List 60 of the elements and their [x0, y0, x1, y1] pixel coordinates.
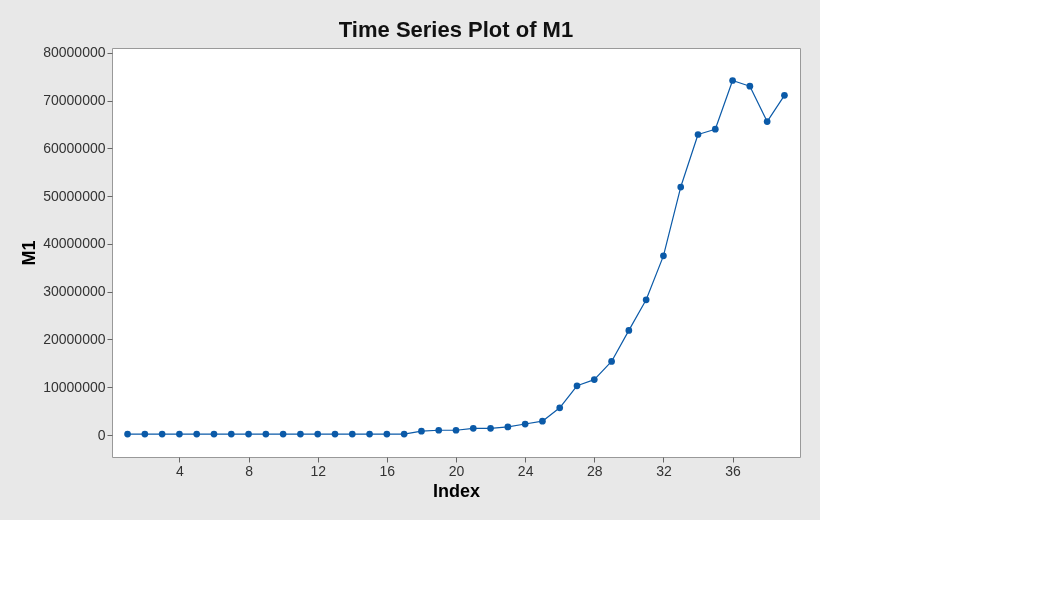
- x-tick-label: 36: [725, 462, 742, 479]
- point: [539, 417, 546, 425]
- point: [694, 131, 702, 138]
- point: [141, 430, 149, 438]
- x-tick-label: 24: [517, 462, 534, 479]
- point: [642, 296, 650, 304]
- point: [435, 426, 443, 434]
- point: [660, 252, 667, 260]
- y-tick-label: 70000000: [43, 92, 106, 109]
- point: [279, 430, 287, 438]
- point: [348, 430, 356, 438]
- point: [331, 430, 339, 438]
- x-tick-label: 28: [587, 462, 603, 479]
- y-tick-label: 10000000: [43, 378, 106, 395]
- point: [746, 82, 754, 90]
- x-tick-label: 16: [379, 462, 396, 479]
- point: [400, 430, 408, 438]
- point: [608, 358, 615, 365]
- point: [262, 430, 270, 438]
- point: [504, 423, 512, 431]
- point: [521, 420, 529, 428]
- x-tick-label: 20: [448, 462, 465, 479]
- point: [383, 430, 391, 438]
- x-tick-label: 8: [245, 462, 254, 479]
- point: [677, 183, 685, 191]
- x-tick-label: 32: [656, 462, 672, 479]
- point: [366, 430, 373, 438]
- point: [487, 424, 494, 432]
- point: [590, 376, 598, 383]
- x-tick-label: 4: [176, 462, 185, 479]
- point: [297, 430, 304, 438]
- point: [763, 118, 771, 125]
- chart-title: Time Series Plot of M1: [338, 16, 574, 42]
- point: [158, 430, 166, 438]
- point: [781, 91, 788, 99]
- y-tick-label: 30000000: [43, 283, 106, 300]
- point: [314, 430, 322, 438]
- point: [193, 430, 201, 438]
- point: [452, 426, 460, 434]
- y-tick-label: 40000000: [43, 235, 106, 252]
- y-tick-label: 0: [97, 426, 106, 443]
- point: [210, 430, 218, 438]
- point: [245, 430, 252, 438]
- point: [573, 382, 581, 390]
- point: [625, 327, 633, 334]
- y-tick-label: 80000000: [43, 44, 106, 61]
- x-axis-title: Index: [432, 480, 481, 501]
- y-tick-label: 60000000: [43, 139, 106, 156]
- y-tick-label: 20000000: [43, 330, 106, 347]
- point: [556, 404, 564, 412]
- x-tick-label: 12: [310, 462, 327, 479]
- point: [227, 430, 235, 438]
- point: [729, 77, 736, 84]
- point: [469, 424, 477, 432]
- point: [124, 430, 131, 438]
- y-tick-label: 50000000: [43, 187, 106, 204]
- point: [176, 430, 183, 438]
- y-axis-title: M1: [19, 240, 40, 266]
- point: [418, 427, 425, 435]
- point: [711, 125, 719, 133]
